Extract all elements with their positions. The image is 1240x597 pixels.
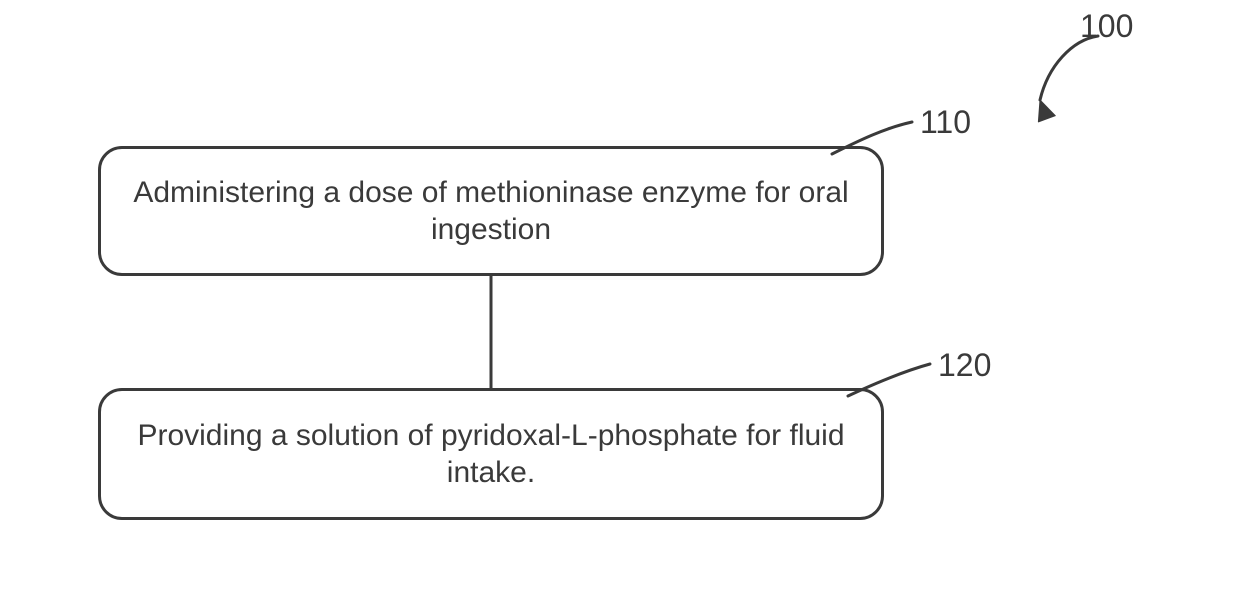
flowchart-node-110-text: Administering a dose of methioninase enz… <box>125 174 857 249</box>
flowchart-node-120: Providing a solution of pyridoxal-L-phos… <box>98 388 884 520</box>
reference-label-100: 100 <box>1080 8 1133 45</box>
reference-label-120: 120 <box>938 347 991 384</box>
reference-label-110: 110 <box>920 104 971 141</box>
flowchart-node-110: Administering a dose of methioninase enz… <box>98 146 884 276</box>
flowchart-canvas: Administering a dose of methioninase enz… <box>0 0 1240 597</box>
flowchart-node-120-text: Providing a solution of pyridoxal-L-phos… <box>125 417 857 492</box>
